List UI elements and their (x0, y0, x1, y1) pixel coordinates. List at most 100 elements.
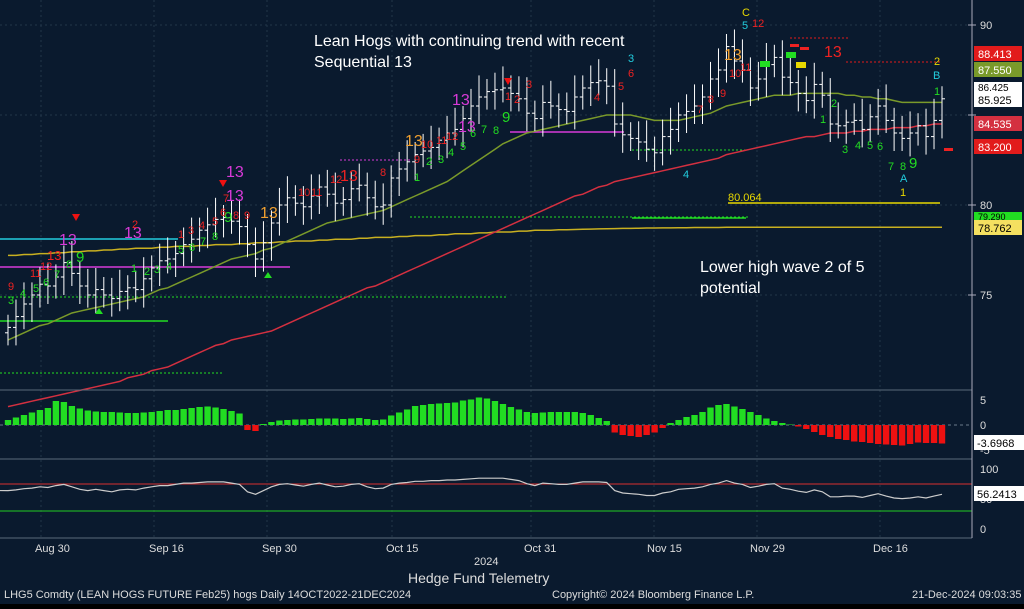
osc-bar (938, 425, 946, 444)
annotation-top: Lean Hogs with continuing trend with rec… (314, 33, 625, 50)
td-count-label: 3 (842, 144, 848, 156)
osc-value-label: -3.6968 (974, 435, 1024, 450)
osc-bar (603, 421, 610, 425)
osc-bar (427, 404, 435, 425)
td-count-label: 10 (729, 68, 741, 80)
td-count-label: 2 (934, 56, 940, 68)
footer-left: LHG5 Comdty (LEAN HOGS FUTURE Feb25) hog… (4, 589, 412, 601)
osc-bar (372, 420, 379, 425)
osc-bar (52, 401, 60, 425)
osc-bar (795, 425, 802, 427)
footer: LHG5 Comdty (LEAN HOGS FUTURE Feb25) hog… (0, 586, 1024, 604)
td-count-label: 7 (200, 236, 206, 248)
osc-bar (220, 409, 227, 425)
td-count-label: 6 (470, 128, 476, 140)
osc-bar (451, 402, 459, 425)
td-count-label: 13 (226, 188, 244, 205)
osc-bar (108, 412, 115, 425)
td-count-label: 8 (380, 167, 386, 179)
x-tick-label: Sep 16 (149, 543, 184, 555)
td-count-label: 3 (628, 53, 634, 65)
rsi-line (0, 477, 943, 500)
osc-bar (28, 412, 36, 425)
osc-bar (930, 425, 938, 443)
td-count-label: 6 (628, 68, 634, 80)
osc-bar (627, 425, 634, 436)
osc-bar (651, 425, 658, 433)
setup-marker (760, 61, 770, 67)
osc-bar (835, 425, 842, 439)
osc-bar (539, 412, 547, 425)
osc-bar (659, 425, 666, 428)
osc-bar (874, 425, 882, 444)
td-count-label: 5 (460, 141, 466, 153)
sell-arrow-icon (219, 180, 227, 187)
price-label-text: 83.200 (978, 142, 1012, 154)
td-count-label: 1 (934, 86, 940, 98)
osc-bar (459, 400, 467, 425)
osc-bar (890, 425, 898, 445)
osc-bar (675, 420, 682, 425)
td-count-label: 2 (144, 266, 150, 278)
rsi-tick-label: 100 (980, 464, 998, 476)
osc-bar (739, 409, 746, 425)
annotation-bottom: Lower high wave 2 of 5 (700, 259, 865, 276)
td-count-label: 10 (421, 139, 433, 151)
td-count-label: 13 (724, 47, 742, 64)
osc-bar (906, 425, 914, 444)
osc-bar (324, 418, 331, 425)
annotation-bottom-2: potential (700, 280, 761, 297)
osc-tick-label: -5 (980, 445, 990, 457)
td-count-label: 1 (900, 187, 906, 199)
osc-bar (403, 409, 411, 425)
osc-bar (467, 399, 475, 425)
td-count-label: 8 (66, 259, 72, 271)
price-label-text: 86.425 (978, 83, 1009, 94)
td-count-label: 1 (131, 263, 137, 275)
osc-bar (843, 425, 850, 440)
td-count-label: 13 (260, 205, 278, 222)
osc-bar (12, 417, 20, 425)
footer-center: Copyright© 2024 Bloomberg Finance L.P. (552, 589, 755, 601)
osc-bar (356, 418, 363, 425)
osc-bar (723, 404, 730, 425)
osc-bar (340, 419, 347, 425)
level-label: 80.064 (728, 192, 762, 204)
osc-bar (619, 425, 626, 435)
osc-bar (850, 425, 858, 442)
td-count-label: 9 (414, 154, 420, 166)
td-count-label: C (742, 7, 750, 19)
osc-bar (819, 425, 826, 435)
td-count-label: 4 (199, 220, 205, 232)
osc-bar (579, 413, 586, 425)
x-tick-label: Aug 30 (35, 543, 70, 555)
td-count-label: 9 (909, 155, 917, 172)
price-label-text: 79.290 (978, 212, 1006, 222)
annotation-top-2: Sequential 13 (314, 54, 412, 71)
td-count-label: 13 (458, 119, 476, 136)
osc-bar (747, 412, 754, 425)
td-count-label: 7 (481, 124, 487, 136)
price-label-text: 87.550 (978, 65, 1012, 77)
price-label-text: 78.762 (978, 223, 1012, 235)
x-tick-label: Oct 15 (386, 543, 418, 555)
osc-bar (922, 425, 930, 443)
x-tick-label: Dec 16 (873, 543, 908, 555)
td-count-label: 12 (752, 18, 764, 30)
osc-bar (571, 412, 578, 425)
price-label: 78.762 (974, 220, 1022, 235)
rsi-value-text: 56.2413 (977, 489, 1017, 501)
x-tick-label: Nov 29 (750, 543, 785, 555)
setup-marker (944, 148, 953, 151)
td-count-label: 5 (212, 216, 218, 228)
osc-bar (771, 421, 778, 425)
osc-bar (483, 398, 491, 425)
td-count-label: 13 (124, 225, 142, 242)
osc-bar (731, 406, 738, 425)
osc-bar (643, 425, 650, 435)
osc-bar (300, 419, 307, 425)
osc-bar (882, 425, 890, 445)
osc-value-text: -3.6968 (977, 438, 1014, 450)
td-count-label: 5 (33, 283, 39, 295)
osc-bar (611, 425, 618, 433)
